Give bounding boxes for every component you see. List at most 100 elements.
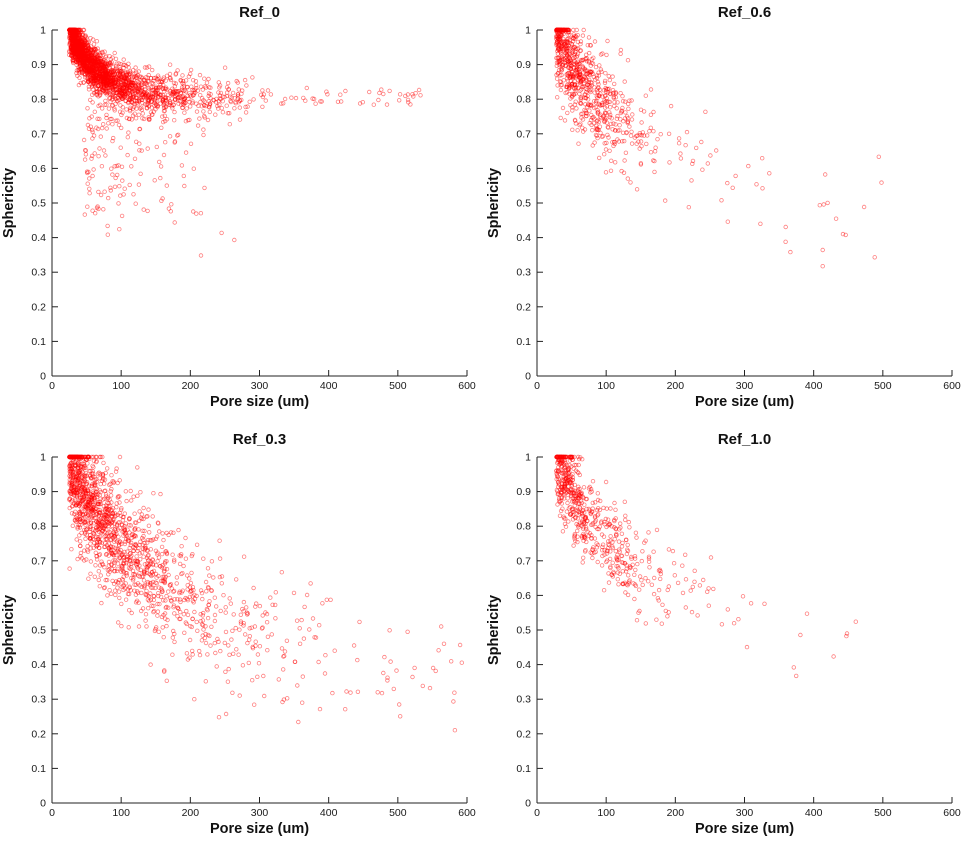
data-point [574, 27, 579, 33]
data-point [112, 108, 117, 113]
data-point [186, 576, 192, 581]
data-point [651, 128, 656, 134]
data-point [391, 686, 396, 692]
data-point [566, 36, 571, 41]
data-point [132, 511, 137, 516]
data-point [629, 141, 635, 146]
data-point [148, 547, 153, 552]
data-point [83, 474, 88, 479]
data-point [217, 96, 223, 101]
data-point [103, 523, 108, 529]
data-point [189, 648, 195, 654]
y-tick-label: 0.1 [516, 763, 531, 775]
data-point [200, 596, 205, 602]
data-point [124, 560, 129, 566]
data-point [77, 525, 83, 530]
data-point [96, 568, 101, 574]
data-point [199, 95, 205, 101]
data-point [177, 561, 183, 567]
data-point [556, 62, 562, 68]
data-point [602, 141, 607, 146]
data-point [554, 28, 559, 34]
data-point [126, 61, 131, 66]
data-point [623, 110, 628, 115]
data-point [590, 127, 595, 133]
data-point [128, 551, 133, 556]
data-point [113, 63, 119, 69]
data-point [76, 485, 81, 491]
data-point [172, 84, 178, 89]
data-point [127, 522, 132, 528]
y-tick-label: 0.5 [31, 625, 46, 637]
data-point [68, 461, 73, 467]
data-point [171, 603, 177, 608]
data-point [114, 552, 119, 558]
data-point [556, 70, 561, 76]
data-point [207, 599, 212, 604]
data-point [86, 483, 92, 488]
data-point [141, 578, 147, 583]
data-point [104, 112, 109, 118]
data-point [119, 112, 124, 118]
data-point [564, 49, 570, 54]
data-point [96, 577, 101, 583]
data-point [257, 603, 263, 609]
data-point [594, 98, 599, 104]
data-point [569, 93, 575, 99]
data-point [595, 109, 601, 115]
data-point [169, 202, 174, 207]
data-point [71, 469, 77, 474]
data-point [149, 573, 154, 579]
data-point [227, 652, 232, 657]
data-point [251, 97, 256, 102]
data-point [82, 454, 88, 460]
data-point [281, 697, 287, 702]
data-point [190, 99, 195, 104]
data-point [133, 65, 138, 70]
data-point [725, 219, 730, 224]
data-point [281, 667, 286, 672]
data-point [585, 93, 590, 99]
data-point [110, 69, 116, 74]
y-tick-label: 0.8 [31, 94, 46, 106]
data-point [88, 124, 93, 129]
data-point [171, 102, 176, 107]
data-point [612, 160, 618, 165]
data-point [705, 161, 710, 166]
data-point [398, 714, 403, 719]
y-tick-label: 0.2 [516, 301, 531, 313]
data-point [223, 605, 228, 610]
data-point [160, 82, 166, 88]
data-point [109, 116, 114, 122]
data-point [302, 604, 307, 610]
data-point [602, 80, 608, 86]
data-point [629, 117, 635, 122]
data-point [265, 647, 270, 653]
data-point [603, 110, 609, 116]
data-point [122, 528, 128, 533]
data-point [124, 115, 130, 121]
data-point [100, 562, 106, 567]
data-point [217, 538, 222, 543]
data-point [205, 117, 211, 123]
data-point [93, 563, 98, 568]
data-point [439, 624, 444, 629]
data-point [224, 90, 230, 95]
x-tick-label: 0 [534, 807, 540, 819]
data-point [382, 654, 387, 660]
data-point [129, 89, 135, 94]
data-point [153, 107, 158, 112]
data-point [825, 200, 830, 206]
data-point [613, 95, 618, 100]
data-point [381, 91, 386, 97]
data-point [80, 62, 85, 67]
data-point [108, 493, 114, 498]
data-point [114, 568, 120, 574]
x-tick-label: 300 [251, 380, 269, 392]
data-point [433, 668, 438, 674]
data-point [117, 183, 122, 189]
data-point [171, 117, 177, 123]
data-point [109, 513, 114, 518]
data-point [699, 139, 704, 145]
data-point [136, 527, 141, 532]
